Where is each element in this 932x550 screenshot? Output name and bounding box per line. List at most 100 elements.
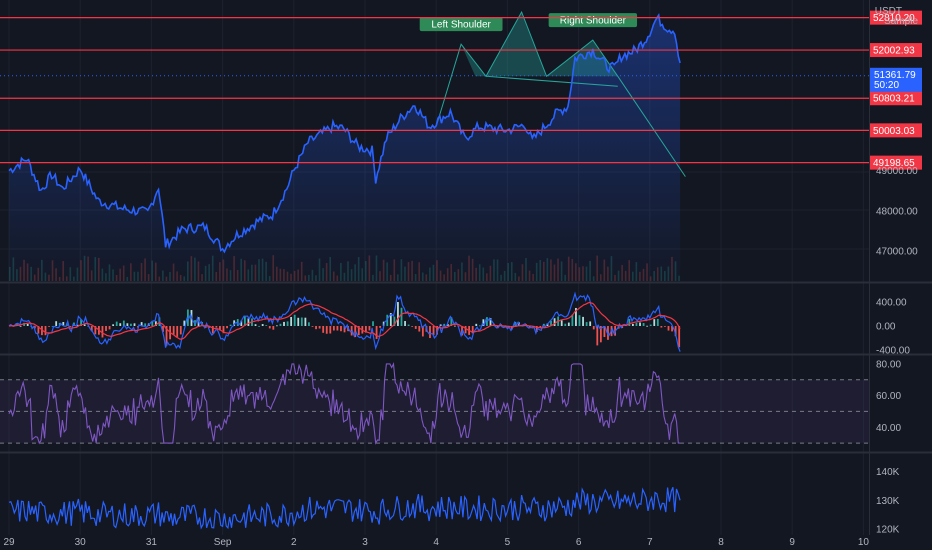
x-tick-label: 4 <box>433 537 439 548</box>
macd-histogram-bar <box>55 321 58 326</box>
macd-histogram-bar <box>357 326 360 336</box>
macd-histogram-bar <box>279 323 282 326</box>
macd-histogram-bar <box>379 326 382 328</box>
macd-histogram-bar <box>130 323 132 326</box>
macd-histogram-bar <box>112 324 115 326</box>
currency-label: USDT <box>875 6 902 17</box>
macd-histogram-bar <box>450 317 453 326</box>
macd-histogram-bar <box>649 324 652 326</box>
level-tag-bg <box>870 43 922 58</box>
y-tick-label: 0.00 <box>876 322 896 333</box>
x-tick-label: 31 <box>146 537 158 548</box>
macd-histogram-bar <box>329 326 332 334</box>
x-tick-label: 10 <box>858 537 870 548</box>
level-tag-text: 50803.21 <box>873 94 915 105</box>
x-tick-label: 8 <box>718 537 724 548</box>
macd-histogram-bar <box>365 326 367 333</box>
macd-histogram-bar <box>567 322 570 326</box>
macd-histogram-bar <box>592 326 595 330</box>
macd-histogram-bar <box>375 326 378 339</box>
macd-histogram-bar <box>62 321 65 326</box>
macd-histogram-bar <box>176 326 179 337</box>
macd-histogram-bar <box>372 321 374 326</box>
horizontal-levels[interactable]: 52810.20 52002.93 50803.21 50003.03 49198.65… <box>0 10 922 170</box>
macd-histogram-bar <box>240 320 243 326</box>
macd-pane <box>8 291 681 352</box>
macd-histogram-bar <box>332 326 335 331</box>
macd-histogram-bar <box>162 326 164 332</box>
macd-histogram-bar <box>272 326 275 330</box>
macd-histogram-bar <box>656 318 659 326</box>
macd-histogram-bar <box>418 326 421 332</box>
macd-histogram-bar <box>639 322 641 326</box>
pattern-fill <box>486 12 547 77</box>
y-tick-label: 130K <box>876 496 900 507</box>
macd-histogram-bar <box>311 326 314 327</box>
macd-histogram-bar <box>76 324 79 326</box>
macd-histogram-bar <box>354 326 357 338</box>
macd-histogram-bar <box>183 320 186 326</box>
macd-histogram-bar <box>429 326 431 339</box>
macd-histogram-bar <box>603 326 606 337</box>
macd-histogram-bar <box>33 326 36 329</box>
left-shoulder-label-text: Left Shoulder <box>431 20 491 31</box>
level-tag-bg <box>870 123 922 138</box>
pane-dividers[interactable] <box>0 0 932 535</box>
axes: 49000.00 48000.00 47000.00 400.00 0.00 -400.0… <box>3 166 918 548</box>
macd-histogram-bar <box>510 326 513 330</box>
y-tick-label: 60.00 <box>876 391 901 402</box>
right-shoulder-label: Right Shoulder <box>548 13 638 28</box>
macd-histogram-bar <box>550 320 552 326</box>
y-tick-label: 400.00 <box>876 298 907 309</box>
macd-histogram-bar <box>667 326 670 331</box>
macd-histogram-bar <box>268 326 271 329</box>
pattern-fill <box>546 40 618 77</box>
macd-histogram-bar <box>443 323 446 326</box>
macd-histogram-bar <box>101 326 104 338</box>
current-price-bg <box>870 67 922 92</box>
macd-histogram-bar <box>635 322 638 326</box>
macd-histogram-bar <box>478 325 481 327</box>
right-shoulder-label-text: Right Shoulder <box>560 16 627 27</box>
macd-histogram-bar <box>489 318 492 326</box>
current-price-countdown: 50:20 <box>874 80 899 91</box>
macd-histogram-bar <box>300 317 303 326</box>
macd-histogram-bar <box>115 321 118 326</box>
macd-histogram-bar <box>486 317 488 326</box>
macd-histogram-bar <box>674 326 677 337</box>
price-area <box>9 15 681 281</box>
macd-histogram-bar <box>304 317 307 326</box>
macd-histogram-bar <box>368 326 371 331</box>
macd-histogram-bar <box>283 321 285 326</box>
macd-histogram-bar <box>243 316 246 326</box>
macd-histogram-bar <box>105 326 107 331</box>
label-box <box>419 17 503 32</box>
macd-histogram-bar <box>133 323 136 326</box>
macd-histogram-bar <box>297 317 300 326</box>
macd-histogram-bar <box>108 326 111 330</box>
macd-line <box>8 291 681 352</box>
macd-histogram-bar <box>671 326 673 332</box>
macd-histogram-bar <box>454 325 456 327</box>
x-tick-label: 5 <box>505 537 511 548</box>
macd-histogram-bar <box>482 319 485 326</box>
macd-histogram-bar <box>211 326 214 334</box>
level-tag-text: 50003.03 <box>873 126 915 137</box>
macd-histogram-bar <box>154 321 157 326</box>
macd-histogram-bar <box>140 322 143 326</box>
macd-histogram-bar <box>411 326 414 327</box>
y-tick-label: 140K <box>876 467 900 478</box>
macd-histogram-bar <box>389 313 392 326</box>
x-tick-label: 2 <box>291 537 297 548</box>
y-tick-label: 47000.00 <box>876 246 918 257</box>
macd-histogram-bar <box>471 326 474 334</box>
macd-histogram-bar <box>543 323 545 326</box>
signal-line <box>8 301 681 340</box>
macd-histogram-bar <box>642 323 645 326</box>
macd-histogram-bar <box>553 318 556 326</box>
macd-histogram-bar <box>607 326 609 340</box>
macd-histogram-bar <box>51 325 54 327</box>
macd-histogram-bar <box>325 326 328 334</box>
x-tick-label: 6 <box>576 537 582 548</box>
